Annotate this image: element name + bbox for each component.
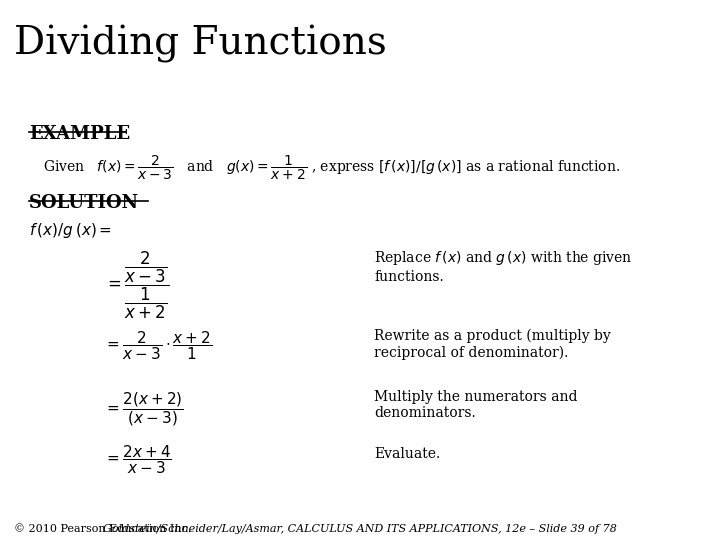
Text: Evaluate.: Evaluate. <box>374 447 441 461</box>
Text: Rewrite as a product (multiply by
reciprocal of denominator).: Rewrite as a product (multiply by recipr… <box>374 329 611 360</box>
Text: $=\dfrac{2}{x-3}\cdot\dfrac{x+2}{1}$: $=\dfrac{2}{x-3}\cdot\dfrac{x+2}{1}$ <box>104 329 212 362</box>
Text: $=\dfrac{2x+4}{x-3}$: $=\dfrac{2x+4}{x-3}$ <box>104 443 172 476</box>
Text: $f\,(x)/g\,(x) =$: $f\,(x)/g\,(x) =$ <box>29 221 112 240</box>
Text: Dividing Functions: Dividing Functions <box>14 25 387 63</box>
Text: $=\dfrac{2(x+2)}{(x-3)}$: $=\dfrac{2(x+2)}{(x-3)}$ <box>104 390 184 428</box>
Text: SOLUTION: SOLUTION <box>29 194 139 212</box>
Text: Given   $f(x)=\dfrac{2}{x-3}$   and   $g(x)=\dfrac{1}{x+2}$ , express $[f\,(x)]/: Given $f(x)=\dfrac{2}{x-3}$ and $g(x)=\d… <box>43 153 621 182</box>
Text: Goldstein/Schneider/Lay/Asmar, CALCULUS AND ITS APPLICATIONS, 12e – Slide 39 of : Goldstein/Schneider/Lay/Asmar, CALCULUS … <box>103 524 617 534</box>
Text: Replace $f\,(x)$ and $g\,(x)$ with the given
functions.: Replace $f\,(x)$ and $g\,(x)$ with the g… <box>374 249 633 284</box>
Text: Multiply the numerators and
denominators.: Multiply the numerators and denominators… <box>374 390 578 420</box>
Text: $=\dfrac{\dfrac{2}{x-3}}{\dfrac{1}{x+2}}$: $=\dfrac{\dfrac{2}{x-3}}{\dfrac{1}{x+2}}… <box>104 249 170 321</box>
Text: EXAMPLE: EXAMPLE <box>29 125 130 143</box>
Text: © 2010 Pearson Education Inc.: © 2010 Pearson Education Inc. <box>14 524 192 534</box>
